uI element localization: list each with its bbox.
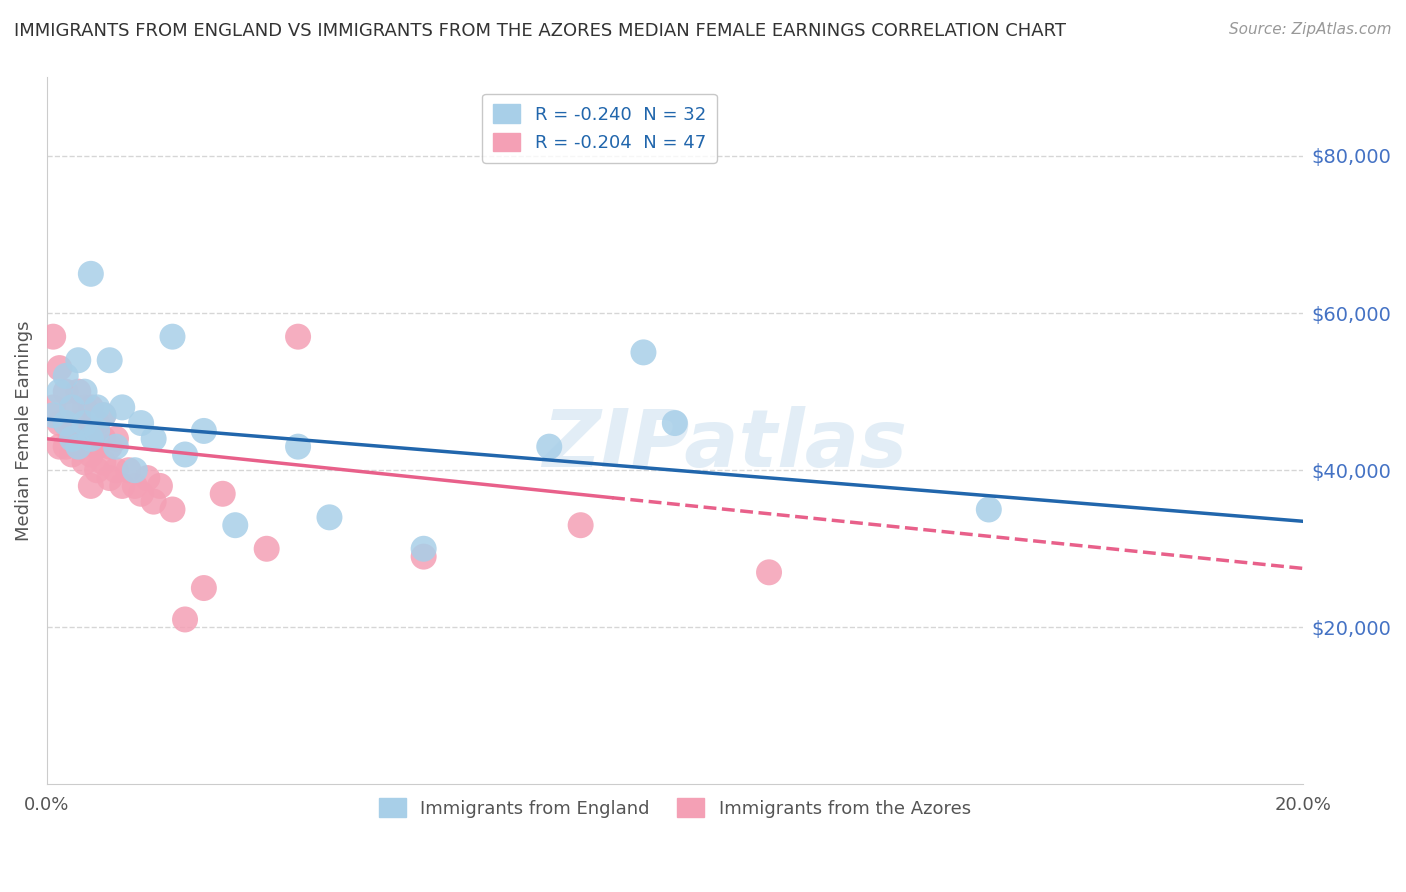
Point [287, 329, 309, 343]
Point [55, 440, 77, 454]
Point [86, 416, 108, 430]
Point [67, 353, 90, 368]
Point [211, 487, 233, 501]
Point [55, 416, 77, 430]
Point [60, 432, 83, 446]
Point [104, 463, 127, 477]
Point [48, 384, 70, 399]
Point [98, 440, 121, 454]
Point [42, 329, 65, 343]
Point [80, 448, 103, 462]
Point [318, 510, 340, 524]
Point [174, 612, 197, 626]
Point [256, 541, 278, 556]
Point [142, 432, 165, 446]
Point [60, 448, 83, 462]
Point [80, 401, 103, 415]
Point [98, 471, 121, 485]
Text: IMMIGRANTS FROM ENGLAND VS IMMIGRANTS FROM THE AZORES MEDIAN FEMALE EARNINGS COR: IMMIGRANTS FROM ENGLAND VS IMMIGRANTS FR… [14, 22, 1066, 40]
Point [758, 566, 780, 580]
Point [48, 416, 70, 430]
Point [55, 416, 77, 430]
Point [193, 424, 215, 438]
Point [124, 479, 146, 493]
Point [977, 502, 1000, 516]
Point [538, 440, 561, 454]
Point [80, 267, 103, 281]
Y-axis label: Median Female Earnings: Median Female Earnings [15, 321, 32, 541]
Point [86, 424, 108, 438]
Point [93, 408, 115, 422]
Point [174, 448, 197, 462]
Point [80, 424, 103, 438]
Point [60, 401, 83, 415]
Point [48, 361, 70, 376]
Point [104, 432, 127, 446]
Point [412, 549, 434, 564]
Point [193, 581, 215, 595]
Point [117, 463, 139, 477]
Point [67, 384, 90, 399]
Point [136, 471, 159, 485]
Text: ZIPatlas: ZIPatlas [543, 406, 908, 484]
Point [111, 479, 134, 493]
Point [42, 408, 65, 422]
Point [162, 329, 184, 343]
Point [60, 401, 83, 415]
Point [73, 455, 96, 469]
Point [73, 401, 96, 415]
Point [162, 502, 184, 516]
Point [287, 440, 309, 454]
Point [86, 463, 108, 477]
Point [48, 440, 70, 454]
Legend: Immigrants from England, Immigrants from the Azores: Immigrants from England, Immigrants from… [371, 791, 979, 825]
Point [111, 401, 134, 415]
Point [633, 345, 655, 359]
Point [86, 401, 108, 415]
Point [93, 408, 115, 422]
Point [104, 440, 127, 454]
Point [86, 440, 108, 454]
Point [142, 494, 165, 508]
Point [60, 424, 83, 438]
Point [664, 416, 686, 430]
Point [124, 463, 146, 477]
Point [42, 401, 65, 415]
Point [55, 384, 77, 399]
Point [129, 416, 152, 430]
Point [67, 440, 90, 454]
Text: Source: ZipAtlas.com: Source: ZipAtlas.com [1229, 22, 1392, 37]
Point [412, 541, 434, 556]
Point [67, 440, 90, 454]
Point [224, 518, 246, 533]
Point [129, 487, 152, 501]
Point [73, 384, 96, 399]
Point [67, 416, 90, 430]
Point [73, 416, 96, 430]
Point [93, 432, 115, 446]
Point [98, 353, 121, 368]
Point [569, 518, 592, 533]
Point [149, 479, 172, 493]
Point [73, 424, 96, 438]
Point [80, 432, 103, 446]
Point [93, 455, 115, 469]
Point [80, 479, 103, 493]
Point [55, 368, 77, 383]
